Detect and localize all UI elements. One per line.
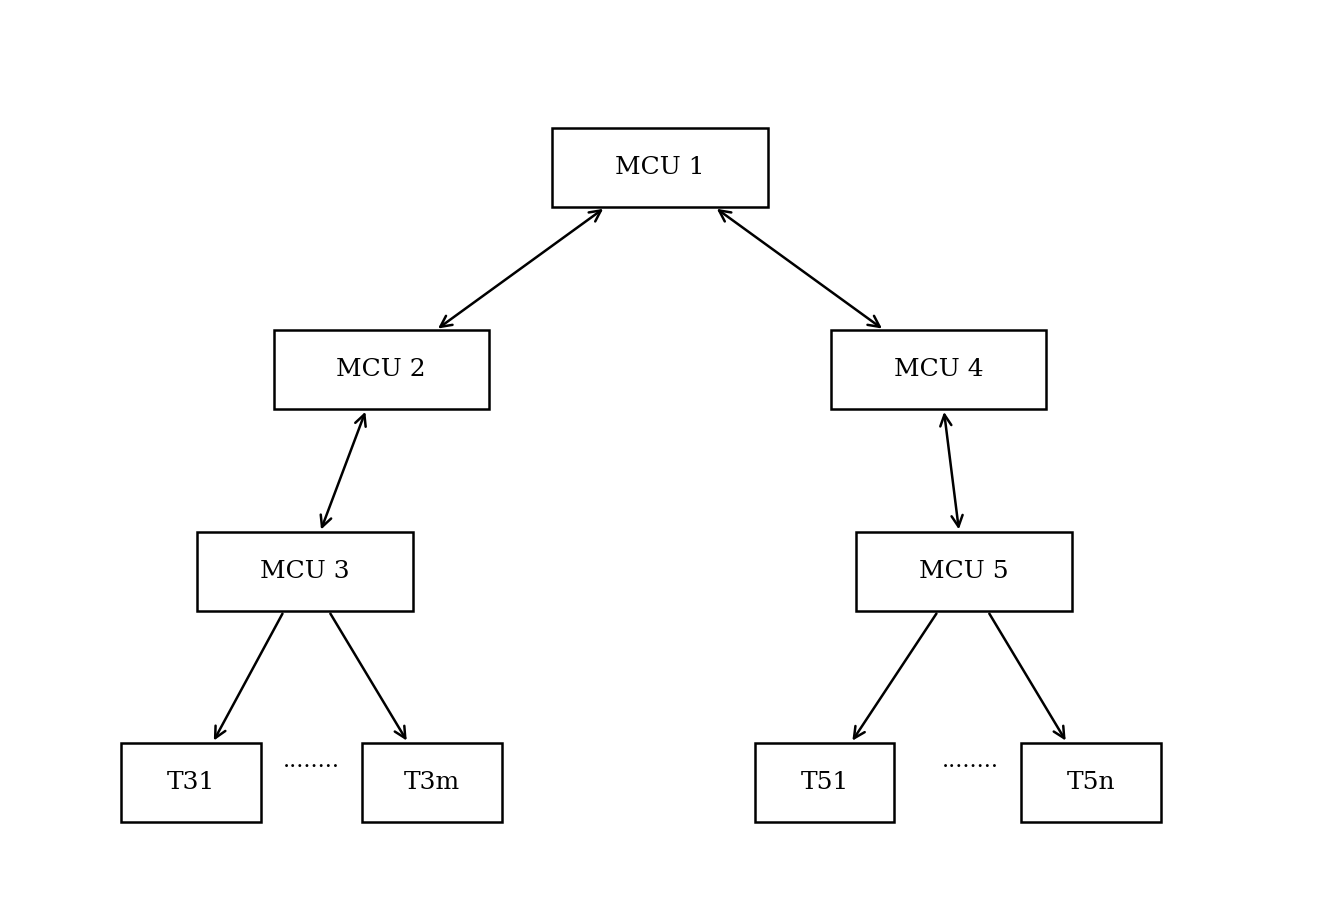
FancyBboxPatch shape	[273, 330, 488, 409]
FancyBboxPatch shape	[832, 330, 1047, 409]
Text: ........: ........	[282, 749, 341, 771]
Text: MCU 5: MCU 5	[919, 560, 1008, 583]
Text: ........: ........	[942, 749, 999, 771]
Text: MCU 1: MCU 1	[615, 156, 705, 179]
Text: T51: T51	[801, 771, 849, 794]
FancyBboxPatch shape	[121, 743, 261, 822]
Text: T3m: T3m	[404, 771, 459, 794]
Text: MCU 2: MCU 2	[337, 358, 426, 382]
Text: MCU 4: MCU 4	[894, 358, 983, 382]
FancyBboxPatch shape	[1022, 743, 1160, 822]
FancyBboxPatch shape	[857, 533, 1072, 611]
FancyBboxPatch shape	[198, 533, 413, 611]
Text: T31: T31	[168, 771, 215, 794]
FancyBboxPatch shape	[552, 128, 768, 207]
Text: MCU 3: MCU 3	[260, 560, 350, 583]
FancyBboxPatch shape	[362, 743, 502, 822]
Text: T5n: T5n	[1067, 771, 1115, 794]
FancyBboxPatch shape	[755, 743, 895, 822]
